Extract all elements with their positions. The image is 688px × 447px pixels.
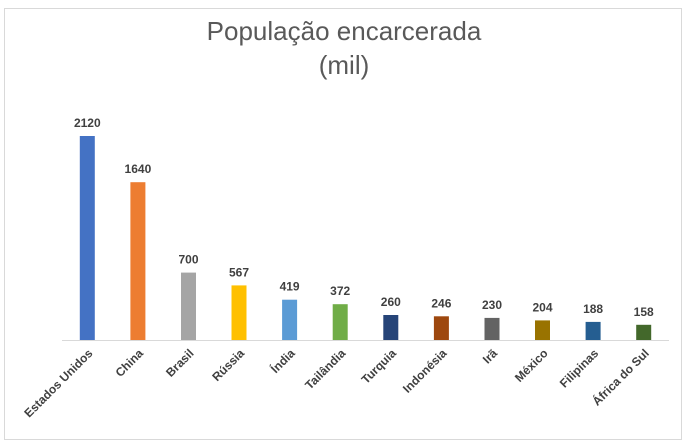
data-label-3: 567 — [229, 265, 249, 279]
bar-2 — [181, 272, 196, 340]
x-tick-label-7: Indonésia — [400, 346, 450, 396]
x-tick-label-1: China — [113, 346, 147, 380]
x-tick-label-3: Rússia — [209, 346, 247, 384]
data-label-9: 204 — [532, 300, 552, 314]
bar-1 — [130, 182, 146, 340]
data-label-1: 1640 — [125, 162, 152, 176]
data-label-6: 260 — [381, 295, 401, 309]
bar-4 — [282, 299, 298, 340]
x-tick-label-8: Irã — [480, 346, 501, 367]
x-tick-label-2: Brasil — [163, 346, 196, 379]
data-label-10: 188 — [583, 302, 603, 316]
data-label-8: 230 — [482, 298, 502, 312]
chart-title: População encarcerada (mil) — [0, 14, 688, 82]
bar-11 — [636, 324, 652, 340]
chart-title-line-2: (mil) — [318, 50, 370, 80]
data-label-5: 372 — [330, 284, 350, 298]
x-tick-label-9: México — [512, 346, 551, 385]
bar-7 — [433, 316, 449, 340]
bar-0 — [79, 136, 95, 340]
data-label-7: 246 — [431, 296, 451, 310]
x-tick-label-5: Tailândia — [302, 346, 348, 392]
data-label-11: 158 — [634, 305, 654, 319]
data-label-4: 419 — [280, 280, 300, 294]
bar-8 — [484, 317, 500, 340]
data-label-2: 700 — [178, 253, 198, 267]
bar-9 — [535, 320, 550, 340]
bars-group: 2120 1640 700 567 419 372 260 246 230 204 188 158 — [74, 116, 654, 340]
chart-frame — [4, 8, 682, 440]
bar-6 — [383, 315, 399, 340]
x-tick-label-0: Estados Unidos — [21, 346, 95, 420]
bar-3 — [231, 285, 247, 340]
bar-10 — [585, 321, 601, 340]
data-label-0: 2120 — [74, 116, 101, 130]
x-tick-label-6: Turquia — [359, 346, 400, 387]
x-tick-label-4: Índia — [267, 345, 298, 376]
x-tick-label-10: Filipinas — [557, 346, 602, 391]
bar-5 — [332, 304, 348, 340]
tick-labels-group: Estados Unidos China Brasil Rússia Índia Tail… — [21, 345, 651, 420]
chart-title-line-1: População encarcerada — [206, 16, 482, 46]
